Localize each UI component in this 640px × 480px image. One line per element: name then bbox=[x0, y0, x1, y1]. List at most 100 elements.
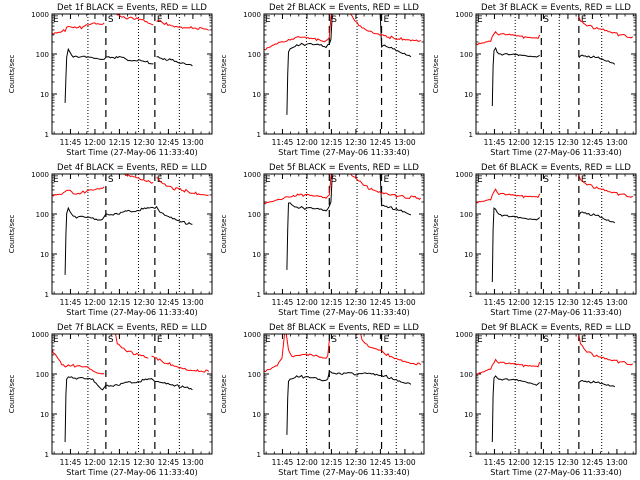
lld-series-line bbox=[264, 174, 422, 205]
event-marker-label: E bbox=[477, 15, 483, 25]
y-axis-label: Counts/sec bbox=[432, 375, 440, 414]
detector-panel-9: Det 9f BLACK = Events, RED = LLD Counts/s… bbox=[432, 323, 637, 477]
y-axis-label: Counts/sec bbox=[220, 55, 228, 94]
x-axis-label: Start Time (27-May-06 11:33:40) bbox=[490, 308, 621, 317]
y-axis-label: Counts/sec bbox=[8, 55, 16, 94]
x-tick-label: 12:15 bbox=[533, 298, 555, 307]
event-marker-label: E bbox=[53, 335, 59, 345]
event-marker-label: S bbox=[331, 15, 337, 25]
event-marker-label: E bbox=[477, 175, 483, 185]
events-series-line bbox=[64, 47, 193, 103]
y-axis-label: Counts/sec bbox=[432, 55, 440, 94]
event-marker-label: E bbox=[581, 175, 587, 185]
y-tick-label: 1 bbox=[257, 131, 261, 139]
x-axis-label: Start Time (27-May-06 11:33:40) bbox=[490, 468, 621, 477]
lld-series-line bbox=[52, 14, 209, 35]
x-tick-label: 12:30 bbox=[345, 298, 367, 307]
x-tick-label: 11:45 bbox=[484, 298, 506, 307]
x-axis-label: Start Time (27-May-06 11:33:40) bbox=[278, 308, 409, 317]
x-axis-label: Start Time (27-May-06 11:33:40) bbox=[66, 308, 197, 317]
y-tick-label: 100 bbox=[460, 211, 473, 219]
event-marker-label: E bbox=[265, 15, 271, 25]
x-tick-label: 12:45 bbox=[158, 458, 180, 467]
x-tick-label: 12:00 bbox=[84, 298, 106, 307]
x-tick-label: 12:00 bbox=[508, 138, 530, 147]
event-marker-label: S bbox=[108, 15, 114, 25]
panel-title: Det 7f BLACK = Events, RED = LLD bbox=[57, 323, 207, 333]
event-marker-label: E bbox=[265, 175, 271, 185]
y-tick-label: 1000 bbox=[31, 331, 49, 339]
x-tick-label: 11:45 bbox=[60, 298, 82, 307]
x-tick-label: 11:45 bbox=[272, 458, 294, 467]
y-axis-label: Counts/sec bbox=[220, 215, 228, 254]
x-tick-label: 12:15 bbox=[109, 298, 131, 307]
x-tick-label: 12:00 bbox=[508, 298, 530, 307]
x-tick-label: 12:45 bbox=[582, 138, 604, 147]
y-tick-label: 100 bbox=[36, 51, 49, 59]
y-tick-label: 1 bbox=[257, 451, 261, 459]
x-tick-label: 12:00 bbox=[508, 458, 530, 467]
panel-title: Det 4f BLACK = Events, RED = LLD bbox=[57, 163, 207, 173]
x-tick-label: 12:30 bbox=[557, 138, 579, 147]
lld-series-line bbox=[52, 334, 210, 375]
y-tick-label: 100 bbox=[460, 51, 473, 59]
x-tick-label: 12:15 bbox=[321, 298, 343, 307]
plot-frame bbox=[263, 13, 425, 135]
lld-series-line bbox=[264, 14, 421, 51]
detector-panel-8: Det 8f BLACK = Events, RED = LLD Counts/s… bbox=[220, 323, 425, 477]
panel-title: Det 6f BLACK = Events, RED = LLD bbox=[481, 163, 631, 173]
y-tick-label: 10 bbox=[40, 411, 49, 419]
y-axis-label: Counts/sec bbox=[220, 375, 228, 414]
event-marker-label: S bbox=[331, 335, 337, 345]
y-tick-label: 100 bbox=[248, 211, 261, 219]
x-tick-label: 12:45 bbox=[370, 458, 392, 467]
detector-panel-6: Det 6f BLACK = Events, RED = LLD Counts/s… bbox=[432, 163, 637, 317]
y-tick-label: 100 bbox=[460, 371, 473, 379]
plot-frame bbox=[475, 333, 637, 455]
y-axis-label: Counts/sec bbox=[8, 215, 16, 254]
y-tick-label: 1 bbox=[45, 131, 49, 139]
plot-frame bbox=[51, 13, 213, 135]
y-tick-label: 10 bbox=[40, 251, 49, 259]
y-tick-label: 10 bbox=[464, 411, 473, 419]
x-tick-label: 13:00 bbox=[394, 138, 416, 147]
x-tick-label: 12:00 bbox=[84, 458, 106, 467]
event-marker-label: S bbox=[331, 175, 337, 185]
detector-panel-5: Det 5f BLACK = Events, RED = LLD Counts/s… bbox=[220, 163, 425, 317]
plot-frame bbox=[263, 333, 425, 455]
y-tick-label: 10 bbox=[252, 251, 261, 259]
y-tick-label: 1000 bbox=[31, 171, 49, 179]
event-marker-label: E bbox=[53, 175, 59, 185]
detector-panel-2: Det 2f BLACK = Events, RED = LLD Counts/s… bbox=[220, 3, 425, 157]
x-tick-label: 12:45 bbox=[158, 298, 180, 307]
x-tick-label: 12:45 bbox=[370, 298, 392, 307]
event-marker-label: E bbox=[384, 335, 390, 345]
y-tick-label: 1000 bbox=[31, 11, 49, 19]
y-tick-label: 1000 bbox=[243, 171, 261, 179]
event-marker-label: E bbox=[581, 15, 587, 25]
y-tick-label: 1 bbox=[469, 131, 473, 139]
x-tick-label: 13:00 bbox=[606, 298, 628, 307]
x-tick-label: 13:00 bbox=[394, 458, 416, 467]
x-tick-label: 12:00 bbox=[296, 138, 318, 147]
x-axis-label: Start Time (27-May-06 11:33:40) bbox=[278, 148, 409, 157]
x-tick-label: 12:30 bbox=[557, 458, 579, 467]
y-axis-label: Counts/sec bbox=[8, 375, 16, 414]
events-series-line bbox=[286, 371, 412, 435]
event-marker-label: E bbox=[384, 15, 390, 25]
events-series-line bbox=[491, 46, 616, 107]
x-tick-label: 12:30 bbox=[345, 138, 367, 147]
event-marker-label: S bbox=[108, 175, 114, 185]
plot-frame bbox=[51, 333, 213, 455]
panel-title: Det 2f BLACK = Events, RED = LLD bbox=[269, 3, 419, 13]
event-marker-label: E bbox=[477, 335, 483, 345]
y-tick-label: 1000 bbox=[455, 11, 473, 19]
x-tick-label: 12:45 bbox=[158, 138, 180, 147]
y-tick-label: 100 bbox=[36, 211, 49, 219]
y-tick-label: 1000 bbox=[455, 331, 473, 339]
panel-title: Det 3f BLACK = Events, RED = LLD bbox=[481, 3, 631, 13]
x-tick-label: 12:30 bbox=[133, 138, 155, 147]
y-axis-label: Counts/sec bbox=[432, 215, 440, 254]
x-tick-label: 13:00 bbox=[606, 458, 628, 467]
